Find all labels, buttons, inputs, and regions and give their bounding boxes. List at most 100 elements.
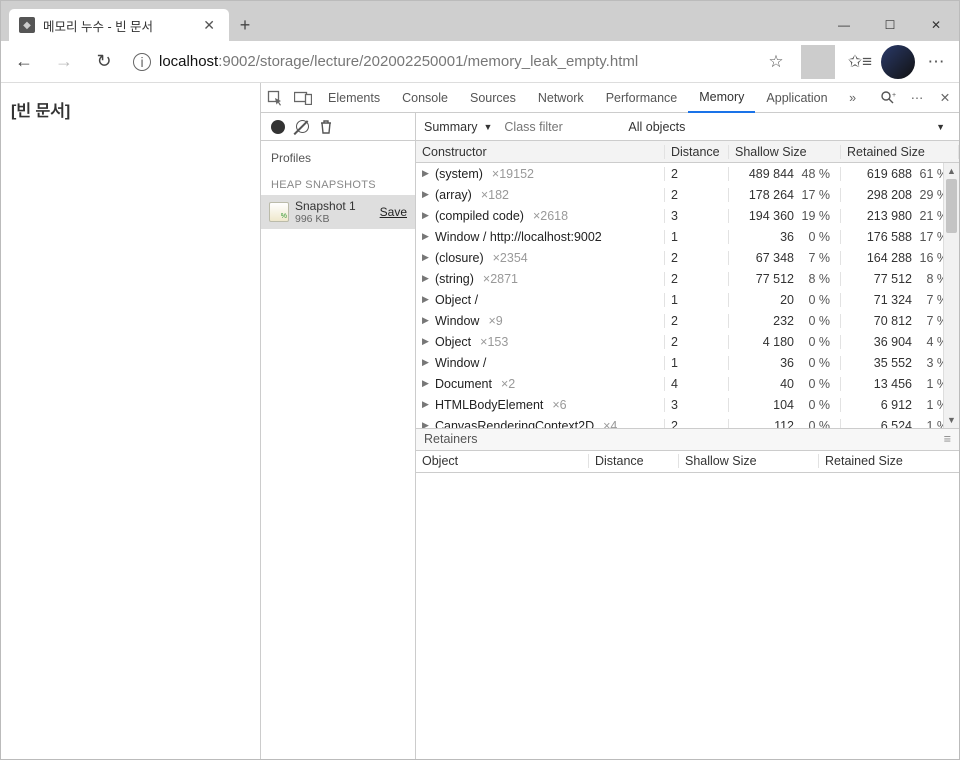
memory-toolbar: Summary▼ All objects ▼ [416,113,959,141]
expand-icon[interactable]: ▶ [422,231,432,242]
favorite-icon[interactable]: ☆ [759,45,793,79]
window-close-button[interactable]: ✕ [913,9,959,41]
distance-value: 4 [665,377,729,391]
devtools-search-icon[interactable]: + [875,84,903,112]
table-row[interactable]: ▶(array)×1822178 26417 %298 20829 % [416,184,959,205]
tab-network[interactable]: Network [527,83,595,113]
view-select[interactable]: Summary▼ [424,120,492,134]
retained-value: 298 208 [847,188,914,202]
new-tab-button[interactable]: + [229,9,261,41]
shallow-pct: 48 % [796,167,834,181]
ret-col-object[interactable]: Object [416,454,589,468]
favorites-bar-icon[interactable]: ✩≡ [843,45,877,79]
instance-count: ×2871 [483,272,518,286]
devtools-close-icon[interactable]: ✕ [931,84,959,112]
retained-value: 36 904 [847,335,914,349]
tab-console[interactable]: Console [391,83,459,113]
snapshot-save-link[interactable]: Save [380,205,407,219]
table-row[interactable]: ▶(string)×2871277 5128 %77 5128 % [416,268,959,289]
snapshot-name: Snapshot 1 [295,199,356,213]
scope-select[interactable]: All objects [628,120,685,134]
snapshot-item[interactable]: % Snapshot 1 996 KB Save [261,195,415,229]
shallow-value: 112 [735,419,796,428]
constructor-name: Window [435,314,479,328]
expand-icon[interactable]: ▶ [422,168,432,179]
expand-icon[interactable]: ▶ [422,189,432,200]
col-distance[interactable]: Distance [665,145,729,159]
constructor-name: HTMLBodyElement [435,398,543,412]
url-field[interactable]: i localhost:9002/storage/lecture/2020022… [127,47,749,77]
inspect-element-icon[interactable] [261,84,289,112]
nav-refresh-button[interactable]: ↻ [87,45,121,79]
window-maximize-button[interactable]: ☐ [867,9,913,41]
tab-memory[interactable]: Memory [688,83,755,113]
tabs-overflow-icon[interactable]: » [839,84,867,112]
retained-value: 71 324 [847,293,914,307]
col-retained-size[interactable]: Retained Size [841,145,959,159]
distance-value: 2 [665,419,729,428]
table-row[interactable]: ▶(system)×191522489 84448 %619 68861 % [416,163,959,184]
window-minimize-button[interactable]: — [821,9,867,41]
window-controls: — ☐ ✕ [821,9,959,41]
distance-value: 2 [665,314,729,328]
record-button[interactable] [267,116,289,138]
browser-tab[interactable]: ◆ 메모리 누수 - 빈 문서 ✕ [9,9,229,41]
devtools-settings-icon[interactable]: ⋯ [903,84,931,112]
clear-button[interactable] [291,116,313,138]
site-info-icon[interactable]: i [133,53,151,71]
expand-icon[interactable]: ▶ [422,420,432,428]
toolbar-dropdown-icon[interactable]: ▼ [936,122,945,132]
ret-col-distance[interactable]: Distance [589,454,679,468]
expand-icon[interactable]: ▶ [422,399,432,410]
table-row[interactable]: ▶CanvasRenderingContext2D×421120 %6 5241… [416,415,959,428]
favicon-icon: ◆ [19,17,35,33]
scroll-thumb[interactable] [946,179,957,233]
ret-col-shallow[interactable]: Shallow Size [679,454,819,468]
scrollbar[interactable]: ▲ ▼ [943,163,959,428]
nav-back-button[interactable]: ← [7,45,41,79]
expand-icon[interactable]: ▶ [422,378,432,389]
col-shallow-size[interactable]: Shallow Size [729,145,841,159]
table-row[interactable]: ▶Object×15324 1800 %36 9044 % [416,331,959,352]
tab-application[interactable]: Application [755,83,838,113]
table-row[interactable]: ▶HTMLBodyElement×631040 %6 9121 % [416,394,959,415]
shallow-pct: 8 % [796,272,834,286]
constructor-name: CanvasRenderingContext2D [435,419,594,428]
tab-sources[interactable]: Sources [459,83,527,113]
col-constructor[interactable]: Constructor [416,145,665,159]
expand-icon[interactable]: ▶ [422,336,432,347]
table-row[interactable]: ▶Object /1200 %71 3247 % [416,289,959,310]
shallow-value: 232 [735,314,796,328]
tab-elements[interactable]: Elements [317,83,391,113]
table-row[interactable]: ▶Window×922320 %70 8127 % [416,310,959,331]
retainers-menu-icon[interactable]: ≡ [944,432,951,446]
expand-icon[interactable]: ▶ [422,315,432,326]
more-menu-icon[interactable]: ⋯ [919,45,953,79]
nav-forward-button[interactable]: → [47,45,81,79]
expand-icon[interactable]: ▶ [422,294,432,305]
tab-performance[interactable]: Performance [595,83,689,113]
profile-avatar[interactable] [881,45,915,79]
delete-button[interactable] [315,116,337,138]
instance-count: ×19152 [492,167,534,181]
expand-icon[interactable]: ▶ [422,357,432,368]
expand-icon[interactable]: ▶ [422,210,432,221]
table-row[interactable]: ▶(closure)×2354267 3487 %164 28816 % [416,247,959,268]
shallow-pct: 0 % [796,356,834,370]
retained-value: 6 912 [847,398,914,412]
table-row[interactable]: ▶Window / http://localhost:90021360 %176… [416,226,959,247]
ret-col-retained[interactable]: Retained Size [819,454,959,468]
expand-icon[interactable]: ▶ [422,252,432,263]
distance-value: 1 [665,230,729,244]
class-filter-input[interactable] [500,117,600,137]
table-row[interactable]: ▶(compiled code)×26183194 36019 %213 980… [416,205,959,226]
retained-value: 619 688 [847,167,914,181]
table-row[interactable]: ▶Window /1360 %35 5523 % [416,352,959,373]
table-row[interactable]: ▶Document×24400 %13 4561 % [416,373,959,394]
scroll-up-icon[interactable]: ▲ [944,163,959,179]
tab-close-icon[interactable]: ✕ [199,17,219,34]
url-text: localhost:9002/storage/lecture/202002250… [159,53,638,70]
expand-icon[interactable]: ▶ [422,273,432,284]
device-toolbar-icon[interactable] [289,84,317,112]
scroll-down-icon[interactable]: ▼ [944,412,959,428]
